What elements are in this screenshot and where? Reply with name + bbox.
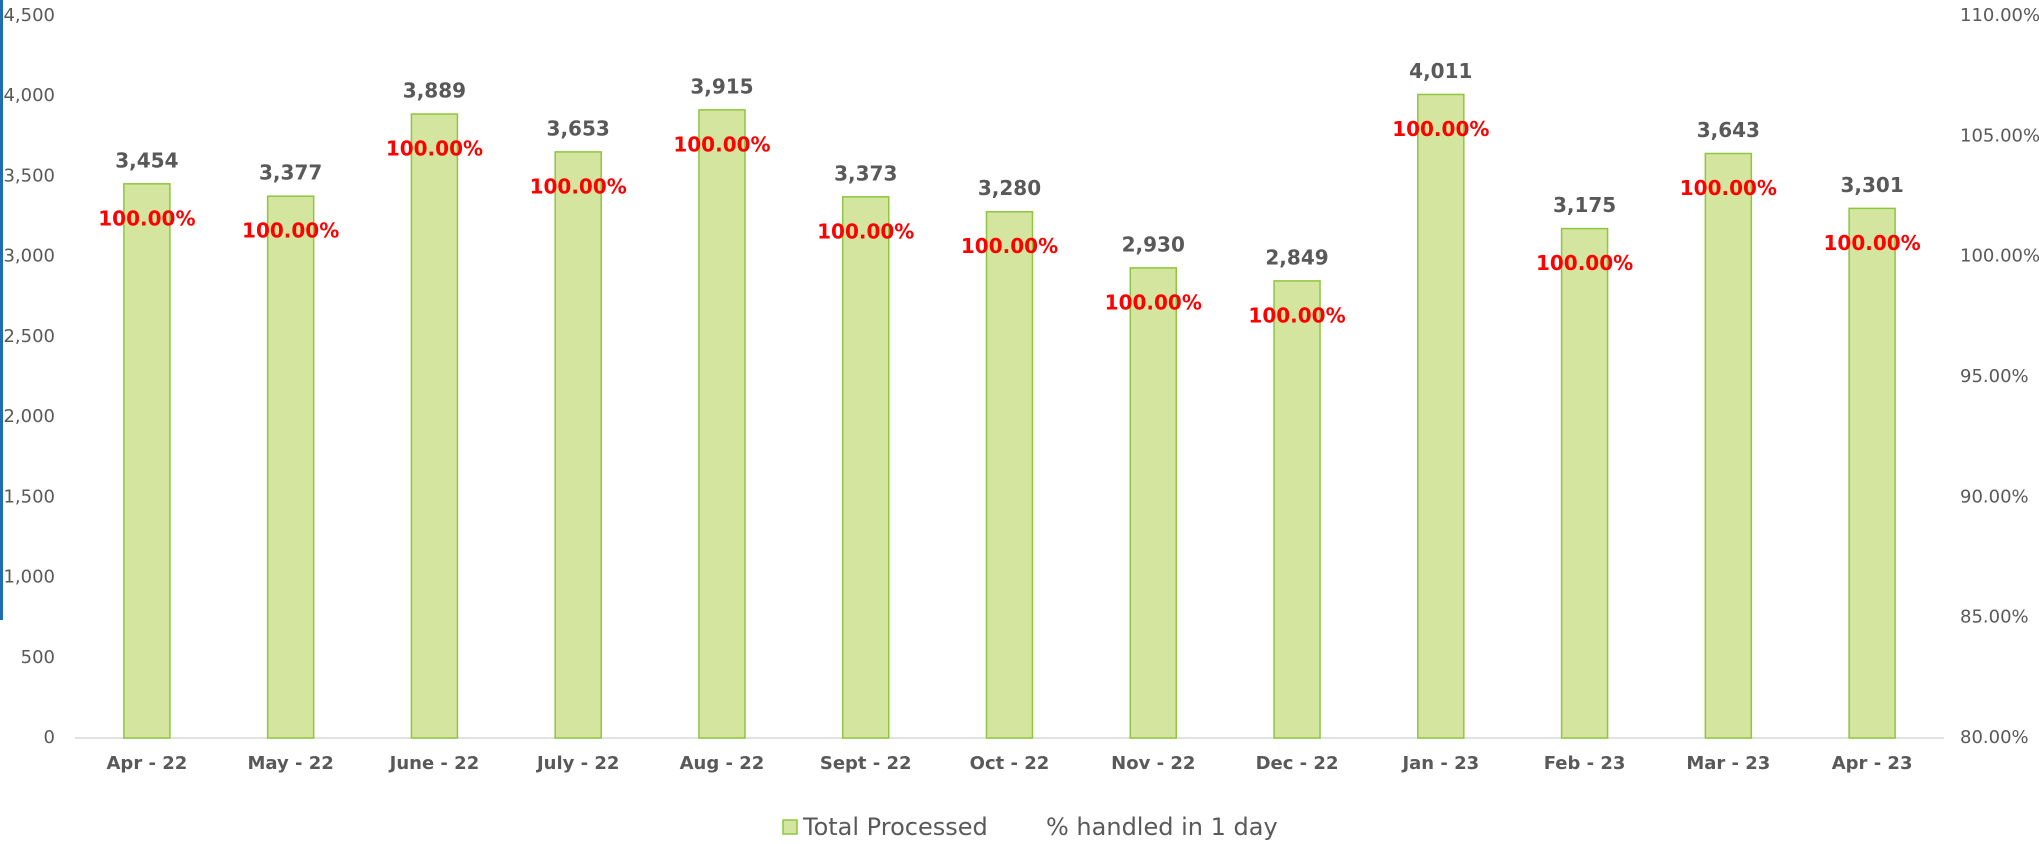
y-tick-label: 2,000 xyxy=(3,406,55,427)
bar-value-label: 3,377 xyxy=(259,161,322,185)
pct-value-label: 100.00% xyxy=(530,174,627,198)
bar xyxy=(554,151,602,739)
y2-tick-label: 105.00% xyxy=(1960,125,2039,146)
bar-value-label: 2,849 xyxy=(1265,245,1328,269)
y2-tick-label: 110.00% xyxy=(1960,5,2039,26)
x-tick-label: Feb - 23 xyxy=(1544,753,1626,774)
pct-value-label: 100.00% xyxy=(1392,117,1489,141)
pct-value-label: 100.00% xyxy=(98,206,195,230)
bar xyxy=(1848,207,1896,739)
bar-value-label: 3,280 xyxy=(978,176,1041,200)
x-tick-label: Dec - 22 xyxy=(1256,753,1339,774)
pct-value-label: 100.00% xyxy=(1248,303,1345,327)
bar xyxy=(1704,152,1753,739)
y-tick-label: 500 xyxy=(21,647,55,668)
x-tick-label: Apr - 23 xyxy=(1832,753,1913,774)
pct-value-label: 100.00% xyxy=(961,234,1058,258)
x-tick-label: Mar - 23 xyxy=(1686,753,1770,774)
x-tick-label: Apr - 22 xyxy=(107,753,188,774)
legend-label: % handled in 1 day xyxy=(1046,813,1278,841)
y-tick-label: 4,500 xyxy=(3,5,55,26)
x-tick-label: July - 22 xyxy=(535,753,619,774)
y2-tick-label: 85.00% xyxy=(1960,607,2029,628)
bar-value-label: 3,301 xyxy=(1840,173,1903,197)
y2-tick-label: 100.00% xyxy=(1960,246,2039,267)
pct-value-label: 100.00% xyxy=(1824,231,1921,255)
bar xyxy=(1417,93,1465,739)
y-tick-label: 3,500 xyxy=(3,165,55,186)
pct-value-label: 100.00% xyxy=(817,219,914,243)
y2-tick-label: 80.00% xyxy=(1960,727,2029,748)
y-tick-label: 3,000 xyxy=(3,246,55,267)
x-tick-label: June - 22 xyxy=(388,753,480,774)
bar-value-label: 3,653 xyxy=(547,116,610,140)
y2-tick-label: 95.00% xyxy=(1960,366,2029,387)
y-tick-label: 0 xyxy=(44,727,55,748)
bar-value-label: 3,915 xyxy=(690,74,753,98)
y-tick-label: 1,500 xyxy=(3,486,55,507)
bar xyxy=(1560,227,1609,739)
bar-value-label: 3,175 xyxy=(1553,193,1616,217)
bar-value-label: 3,889 xyxy=(403,79,466,103)
bar-value-label: 3,373 xyxy=(834,161,897,185)
pct-value-label: 100.00% xyxy=(673,132,770,156)
bar xyxy=(841,196,890,739)
bar-value-label: 2,930 xyxy=(1122,232,1185,256)
bar xyxy=(1273,280,1321,739)
legend-label: Total Processed xyxy=(802,813,988,841)
pct-value-label: 100.00% xyxy=(242,219,339,243)
edge xyxy=(0,0,3,620)
bar-value-label: 3,643 xyxy=(1697,118,1760,142)
pct-value-label: 100.00% xyxy=(1536,251,1633,275)
bar-value-label: 4,011 xyxy=(1409,59,1472,83)
y-tick-label: 4,000 xyxy=(3,85,55,106)
bar xyxy=(985,210,1034,739)
bar xyxy=(266,195,315,739)
legend-swatch xyxy=(782,819,798,835)
bar xyxy=(698,109,746,739)
bar xyxy=(1129,267,1178,739)
pct-value-label: 100.00% xyxy=(1680,176,1777,200)
x-tick-label: Jan - 23 xyxy=(1400,753,1479,774)
x-tick-label: Sept - 22 xyxy=(820,753,912,774)
bar xyxy=(410,113,459,739)
x-tick-label: May - 22 xyxy=(248,753,334,774)
pct-value-label: 100.00% xyxy=(1105,290,1202,314)
y2-tick-label: 90.00% xyxy=(1960,486,2029,507)
x-tick-label: Aug - 22 xyxy=(680,753,765,774)
y-tick-label: 2,500 xyxy=(3,326,55,347)
x-tick-label: Oct - 22 xyxy=(970,753,1050,774)
bar-value-label: 3,454 xyxy=(115,148,178,172)
pct-value-label: 100.00% xyxy=(386,137,483,161)
x-tick-label: Nov - 22 xyxy=(1111,753,1195,774)
y-tick-label: 1,000 xyxy=(3,567,55,588)
bar xyxy=(123,183,171,739)
